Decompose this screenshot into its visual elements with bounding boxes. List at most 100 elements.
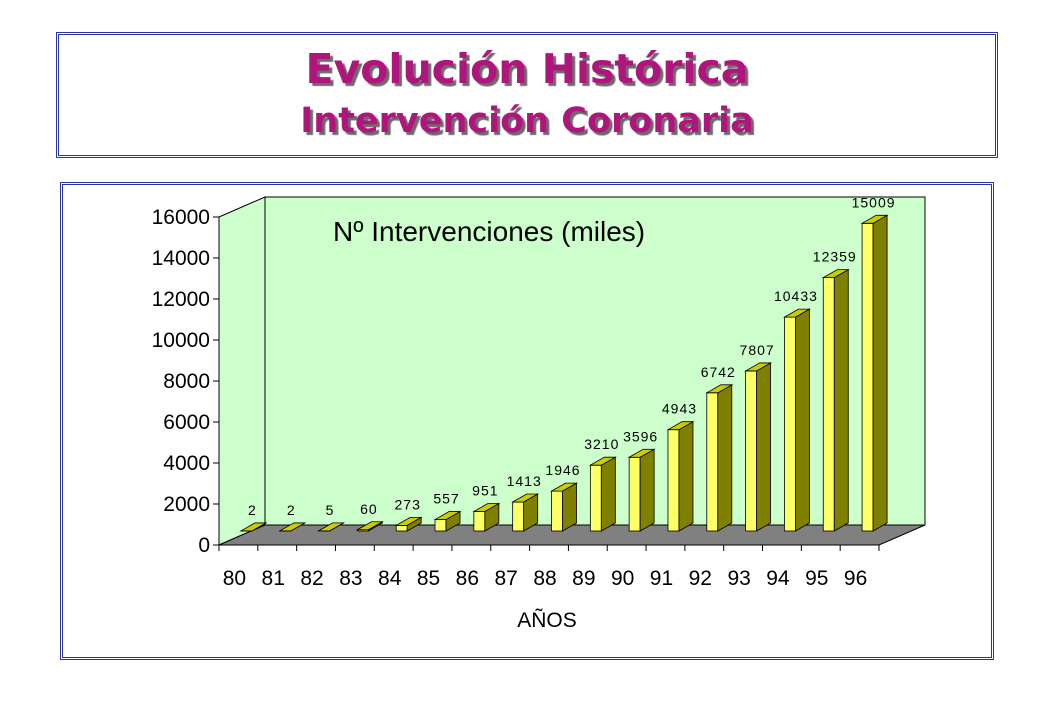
title-panel: Evolución Histórica Intervención Coronar… bbox=[56, 32, 998, 158]
page-title: Evolución Histórica bbox=[305, 45, 749, 93]
bar-side bbox=[639, 448, 655, 532]
bar bbox=[472, 502, 501, 532]
y-tick-label: 10000 bbox=[152, 329, 210, 352]
bar bbox=[782, 308, 811, 532]
side-wall bbox=[218, 196, 266, 546]
data-label: 2 bbox=[248, 502, 257, 518]
data-label: 1413 bbox=[507, 473, 542, 489]
y-tick-label: 6000 bbox=[163, 411, 210, 434]
bar-top bbox=[588, 456, 617, 466]
bar-top bbox=[821, 269, 850, 279]
bar bbox=[278, 522, 307, 532]
bar-front bbox=[861, 222, 874, 532]
x-tick-label: 80 bbox=[223, 567, 246, 590]
data-label: 1946 bbox=[545, 462, 580, 478]
bar bbox=[705, 384, 734, 532]
y-tick-label: 4000 bbox=[163, 452, 210, 475]
bar-top bbox=[394, 517, 423, 526]
data-label: 10433 bbox=[774, 288, 818, 304]
bar-front bbox=[822, 277, 835, 532]
bar-side bbox=[756, 362, 772, 532]
data-label: 3596 bbox=[623, 428, 658, 444]
data-label: 273 bbox=[395, 496, 421, 512]
y-tick-label: 12000 bbox=[152, 288, 210, 311]
x-tick-label: 91 bbox=[650, 567, 673, 590]
bar-side bbox=[678, 420, 694, 532]
bar-top bbox=[549, 482, 579, 492]
chart-title: Nº Intervenciones (miles) bbox=[333, 216, 645, 247]
bar-top bbox=[666, 421, 695, 431]
x-tick-label: 88 bbox=[533, 567, 556, 590]
page-subtitle: Intervención Coronaria bbox=[300, 101, 754, 141]
x-tick-label: 96 bbox=[844, 567, 867, 590]
bar-front bbox=[628, 456, 641, 532]
bar-side bbox=[833, 268, 849, 532]
data-label: 6742 bbox=[701, 364, 736, 380]
bar-front bbox=[395, 525, 408, 532]
bar bbox=[394, 516, 423, 532]
bar-front bbox=[706, 392, 719, 532]
bar-top bbox=[511, 493, 540, 503]
bar-chart: 0 2000 4000 6000 8000 10000 12000 14000 16000 80 8… bbox=[152, 194, 926, 632]
bar bbox=[744, 362, 773, 532]
x-tick-label: 89 bbox=[572, 567, 595, 590]
data-label: 5 bbox=[326, 502, 335, 518]
x-tick-label: 95 bbox=[805, 567, 828, 590]
y-tick-label: 2000 bbox=[163, 493, 210, 516]
chart-axes: 0 2000 4000 6000 8000 10000 12000 14000 16000 80 8… bbox=[152, 206, 880, 590]
bar-top bbox=[627, 448, 656, 458]
bar-side bbox=[600, 456, 616, 532]
bar bbox=[860, 214, 889, 532]
bar-top bbox=[239, 522, 268, 532]
y-tick-label: 8000 bbox=[163, 370, 210, 393]
data-label: 557 bbox=[433, 491, 459, 507]
x-tick-label: 87 bbox=[494, 567, 517, 590]
bar-top bbox=[472, 503, 501, 512]
bar-top bbox=[278, 522, 307, 532]
data-label: 15009 bbox=[852, 194, 896, 210]
bar-front bbox=[667, 429, 680, 532]
bar-top bbox=[317, 522, 346, 532]
bar-top bbox=[860, 214, 889, 224]
x-tick-label: 94 bbox=[766, 567, 790, 590]
bar bbox=[317, 522, 346, 532]
x-tick-label: 86 bbox=[456, 567, 479, 590]
x-tick-label: 93 bbox=[727, 567, 750, 590]
x-tick-label: 85 bbox=[417, 567, 440, 590]
x-axis-label: AÑOS bbox=[517, 608, 577, 632]
x-tick-label: 83 bbox=[339, 567, 362, 590]
x-tick-label: 82 bbox=[300, 567, 323, 590]
data-label: 12359 bbox=[813, 249, 857, 265]
bar bbox=[511, 493, 540, 532]
bar-front bbox=[784, 316, 796, 532]
bar-top bbox=[355, 521, 384, 531]
data-label: 2 bbox=[287, 502, 296, 518]
y-tick-label: 0 bbox=[198, 534, 210, 557]
bar-top bbox=[782, 308, 811, 318]
bar-front bbox=[434, 519, 447, 532]
bar bbox=[355, 521, 384, 532]
x-tick-label: 90 bbox=[611, 567, 634, 590]
bar-front bbox=[512, 501, 525, 532]
bar bbox=[666, 420, 695, 532]
chart-bars bbox=[239, 214, 889, 532]
y-tick-label: 16000 bbox=[152, 206, 210, 229]
chart-panel: 0 2000 4000 6000 8000 10000 12000 14000 16000 80 8… bbox=[60, 182, 994, 660]
bar bbox=[433, 510, 462, 532]
bar bbox=[627, 448, 656, 532]
bar bbox=[239, 522, 268, 532]
bar-top bbox=[705, 384, 734, 394]
bar-front bbox=[551, 490, 563, 532]
bar-top bbox=[433, 511, 462, 520]
bar-side bbox=[795, 308, 810, 532]
x-tick-label: 81 bbox=[262, 567, 285, 590]
data-label: 951 bbox=[472, 483, 498, 499]
data-label: 4943 bbox=[662, 401, 697, 417]
y-tick-label: 14000 bbox=[152, 247, 210, 270]
bar-side bbox=[872, 214, 888, 532]
bar-front bbox=[745, 370, 758, 532]
data-label: 3210 bbox=[584, 436, 619, 452]
bar bbox=[821, 268, 850, 532]
bar bbox=[588, 456, 617, 532]
